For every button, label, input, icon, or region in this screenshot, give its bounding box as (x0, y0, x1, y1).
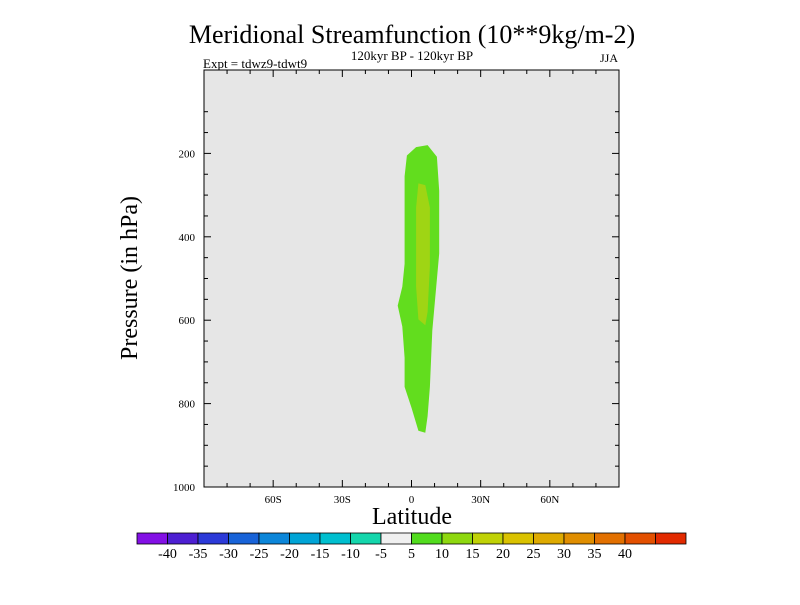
colorbar-swatch (502, 532, 534, 545)
y-tick-label: 200 (179, 148, 196, 160)
colorbar-swatch (136, 532, 168, 545)
colorbar-label: 25 (527, 547, 541, 562)
colorbar-swatch (319, 532, 351, 545)
colorbar-label: 10 (435, 547, 449, 562)
chart-title: Meridional Streamfunction (10**9kg/m-2) (189, 20, 635, 49)
axes: 60S 30S 0 30N 60N 200 400 600 800 1000 (173, 69, 620, 506)
y-tick-label: 400 (179, 232, 196, 244)
colorbar-label: -40 (158, 547, 177, 562)
colorbar-swatch (563, 532, 595, 545)
colorbar-label: 40 (618, 547, 632, 562)
season-label: JJA (600, 51, 618, 65)
colorbar-swatch (380, 532, 412, 545)
colorbar-swatch (594, 532, 626, 545)
x-tick-label: 30N (471, 494, 490, 506)
colorbar-swatch (258, 532, 290, 545)
y-tick-label: 600 (179, 315, 196, 327)
y-tick-label: 800 (179, 399, 196, 411)
experiment-label: Expt = tdwz9-tdwt9 (203, 56, 307, 71)
chart-subtitle: 120kyr BP - 120kyr BP (351, 48, 473, 63)
colorbar-label: 5 (408, 547, 415, 562)
colorbar-swatch (411, 532, 443, 545)
y-axis-label: Pressure (in hPa) (117, 196, 143, 360)
colorbar-swatch (655, 532, 687, 545)
colorbar-swatch (624, 532, 656, 545)
colorbar-label: -15 (311, 547, 330, 562)
contour-fill-2 (416, 183, 430, 326)
colorbar-label: 15 (466, 547, 480, 562)
x-axis-label: Latitude (372, 504, 452, 530)
x-tick-label: 60S (265, 494, 282, 506)
colorbar-label: -20 (280, 547, 299, 562)
plot-area (204, 70, 619, 487)
y-tick-label: 1000 (173, 482, 196, 494)
x-tick-label: 30S (334, 494, 351, 506)
colorbar-swatch (441, 532, 473, 545)
colorbar-swatch (289, 532, 321, 545)
colorbar-label: -5 (375, 547, 387, 562)
colorbar-swatch (197, 532, 229, 545)
x-tick-label: 60N (540, 494, 559, 506)
colorbar-label: 30 (557, 547, 571, 562)
colorbar-label: -25 (250, 547, 269, 562)
colorbar-swatch (472, 532, 504, 545)
colorbar-label: -10 (341, 547, 360, 562)
colorbar-label: -30 (219, 547, 238, 562)
colorbar-swatch (167, 532, 199, 545)
colorbar-label: 20 (496, 547, 510, 562)
colorbar-swatch (533, 532, 565, 545)
colorbar: -40 -35 -30 -25 -20 -15 -10 -5 5 10 15 20 25 30 35 40 (136, 532, 687, 562)
colorbar-label: -35 (189, 547, 208, 562)
colorbar-swatch (350, 532, 382, 545)
x-tick-label: 0 (409, 494, 415, 506)
colorbar-swatch (228, 532, 260, 545)
colorbar-label: 35 (588, 547, 602, 562)
